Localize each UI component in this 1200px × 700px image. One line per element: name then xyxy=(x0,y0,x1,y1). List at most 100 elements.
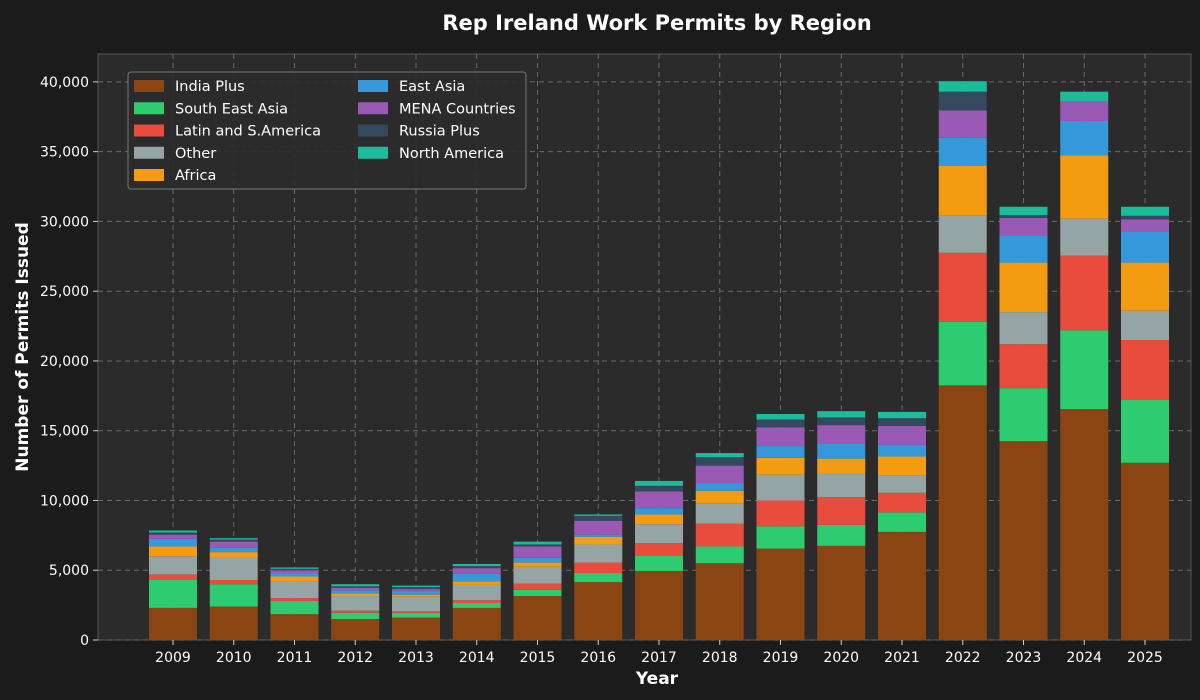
bar-africa-2019 xyxy=(756,457,805,475)
bar-south-east-asia-2012 xyxy=(331,612,380,620)
bar-russia-plus-2015 xyxy=(513,544,562,547)
bar-russia-plus-2020 xyxy=(817,417,866,426)
bar-north-america-2016 xyxy=(574,514,623,516)
bar-mena-countries-2019 xyxy=(756,427,805,447)
bar-africa-2025 xyxy=(1121,262,1169,311)
bar-east-asia-2021 xyxy=(878,444,926,457)
bar-latin-and-s-america-2016 xyxy=(574,562,623,574)
bar-india-plus-2009 xyxy=(149,607,197,640)
bar-east-asia-2018 xyxy=(695,483,744,491)
legend-label-africa: Africa xyxy=(175,168,216,184)
bar-east-asia-2010 xyxy=(209,547,258,553)
bar-other-2015 xyxy=(513,566,562,584)
bar-india-plus-2015 xyxy=(513,596,562,640)
y-tick-label: 40,000 xyxy=(40,75,89,91)
bar-other-2021 xyxy=(878,475,926,493)
y-tick-label: 30,000 xyxy=(40,214,89,230)
bar-latin-and-s-america-2020 xyxy=(817,496,866,525)
bar-east-asia-2017 xyxy=(635,508,683,515)
x-tick-label: 2011 xyxy=(277,650,313,666)
bar-russia-plus-2017 xyxy=(635,485,683,492)
x-axis-label: Year xyxy=(635,669,679,689)
bar-latin-and-s-america-2011 xyxy=(270,598,319,601)
bar-east-asia-2015 xyxy=(513,557,562,563)
bar-russia-plus-2018 xyxy=(695,457,744,466)
bar-mena-countries-2013 xyxy=(392,589,440,592)
bar-other-2014 xyxy=(452,584,501,601)
x-tick-label: 2016 xyxy=(580,650,616,666)
x-tick-label: 2012 xyxy=(337,650,373,666)
bar-east-asia-2014 xyxy=(452,573,501,582)
bar-east-asia-2012 xyxy=(331,590,380,594)
bar-south-east-asia-2015 xyxy=(513,589,562,597)
bar-east-asia-2013 xyxy=(392,591,440,595)
bar-other-2012 xyxy=(331,596,380,611)
bar-africa-2010 xyxy=(209,552,258,557)
bar-mena-countries-2021 xyxy=(878,425,926,445)
legend-swatch-other xyxy=(134,146,164,159)
bar-russia-plus-2012 xyxy=(331,586,380,588)
bar-north-america-2022 xyxy=(938,81,987,92)
bar-india-plus-2016 xyxy=(574,582,623,640)
bar-africa-2013 xyxy=(392,594,440,597)
legend-swatch-india-plus xyxy=(134,80,164,92)
legend-label-south-east-asia: South East Asia xyxy=(175,101,288,117)
bar-north-america-2014 xyxy=(452,563,501,567)
bar-africa-2016 xyxy=(574,536,623,545)
bar-india-plus-2025 xyxy=(1121,462,1169,640)
bar-other-2018 xyxy=(695,503,744,524)
bar-latin-and-s-america-2023 xyxy=(999,344,1048,389)
bar-other-2025 xyxy=(1121,310,1169,341)
legend-label-other: Other xyxy=(175,146,216,162)
bar-mena-countries-2014 xyxy=(452,568,501,574)
bar-east-asia-2019 xyxy=(756,446,805,458)
bar-north-america-2013 xyxy=(392,585,440,587)
bar-east-asia-2011 xyxy=(270,573,319,577)
bar-russia-plus-2021 xyxy=(878,418,926,426)
bar-other-2011 xyxy=(270,581,319,599)
x-tick-label: 2014 xyxy=(459,650,495,666)
bar-east-asia-2016 xyxy=(574,534,623,537)
legend-label-east-asia: East Asia xyxy=(399,79,465,95)
y-tick-label: 20,000 xyxy=(40,354,89,370)
bar-india-plus-2017 xyxy=(635,570,683,640)
legend-swatch-east-asia xyxy=(358,80,388,92)
bar-latin-and-s-america-2018 xyxy=(695,523,744,547)
x-tick-label: 2020 xyxy=(823,650,859,666)
legend-swatch-north-america xyxy=(358,146,388,159)
legend-label-mena-countries: MENA Countries xyxy=(399,101,516,117)
bar-stacks xyxy=(149,81,1169,640)
y-tick-label: 5,000 xyxy=(49,563,89,579)
legend-label-russia-plus: Russia Plus xyxy=(399,124,480,140)
bar-east-asia-2022 xyxy=(938,137,987,166)
legend-label-latin-and-s-america: Latin and S.America xyxy=(175,124,321,140)
bar-east-asia-2020 xyxy=(817,443,866,459)
x-tick-label: 2013 xyxy=(398,650,434,666)
bar-mena-countries-2023 xyxy=(999,217,1048,236)
x-tick-label: 2017 xyxy=(641,650,677,666)
bar-south-east-asia-2024 xyxy=(1060,330,1109,410)
bar-other-2017 xyxy=(635,524,683,544)
bar-africa-2017 xyxy=(635,514,683,525)
bar-mena-countries-2010 xyxy=(209,541,258,548)
bar-latin-and-s-america-2015 xyxy=(513,583,562,590)
legend-frame xyxy=(127,71,527,190)
bar-africa-2009 xyxy=(149,546,197,557)
bar-south-east-asia-2017 xyxy=(635,555,683,571)
bar-india-plus-2013 xyxy=(392,617,440,640)
bar-mena-countries-2020 xyxy=(817,425,866,444)
bar-latin-and-s-america-2025 xyxy=(1121,340,1169,401)
bar-south-east-asia-2025 xyxy=(1121,400,1169,463)
bar-india-plus-2014 xyxy=(452,607,501,640)
bar-south-east-asia-2010 xyxy=(209,584,258,607)
bar-mena-countries-2025 xyxy=(1121,219,1169,232)
x-tick-label: 2015 xyxy=(520,650,556,666)
bar-other-2009 xyxy=(149,556,197,575)
bar-africa-2015 xyxy=(513,562,562,567)
bar-latin-and-s-america-2017 xyxy=(635,543,683,556)
bar-russia-plus-2022 xyxy=(938,91,987,111)
bar-south-east-asia-2011 xyxy=(270,600,319,615)
legend-swatch-russia-plus xyxy=(358,124,388,137)
bar-other-2016 xyxy=(574,544,623,563)
